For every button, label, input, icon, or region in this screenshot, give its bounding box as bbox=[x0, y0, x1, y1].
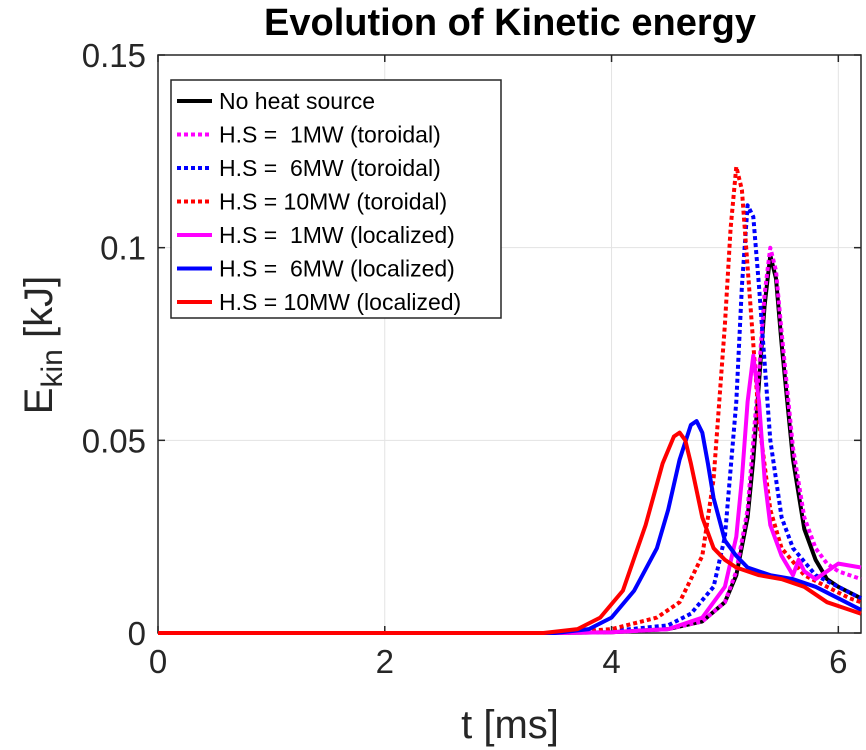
series-line-7 bbox=[158, 430, 862, 635]
x-tick-label: 2 bbox=[376, 643, 394, 680]
series-lines bbox=[158, 164, 862, 635]
legend-label-3: H.S = 6MW (toroidal) bbox=[219, 155, 441, 181]
legend-label-4: H.S = 10MW (toroidal) bbox=[219, 189, 447, 215]
y-axis-label: Ekin [kJ] bbox=[17, 276, 69, 414]
x-tick-label: 6 bbox=[829, 643, 847, 680]
series-line-4 bbox=[158, 164, 862, 635]
x-tick-labels: 0 2 4 6 bbox=[149, 643, 848, 680]
y-axis-label-unit: [kJ] bbox=[17, 276, 61, 349]
legend-label-5: H.S = 1MW (localized) bbox=[219, 222, 455, 248]
legend-label-6: H.S = 6MW (localized) bbox=[219, 256, 455, 282]
y-tick-labels: 0 0.05 0.1 0.15 bbox=[82, 37, 146, 652]
legend-label-2: H.S = 1MW (toroidal) bbox=[219, 122, 441, 148]
y-tick-label: 0.05 bbox=[82, 422, 146, 459]
legend-label-1: No heat source bbox=[219, 88, 375, 114]
x-tick-label: 4 bbox=[602, 643, 620, 680]
y-axis-label-subscript: kin bbox=[36, 349, 69, 387]
x-axis-label: t [ms] bbox=[461, 703, 559, 747]
legend-label-7: H.S = 10MW (localized) bbox=[219, 289, 461, 315]
legend: No heat source H.S = 1MW (toroidal) H.S = … bbox=[170, 79, 502, 319]
y-axis-label-main: E bbox=[17, 388, 61, 415]
series-line-5 bbox=[158, 353, 862, 635]
series-line-6 bbox=[158, 419, 862, 635]
chart-title: Evolution of Kinetic energy bbox=[264, 2, 756, 44]
x-tick-label: 0 bbox=[149, 643, 167, 680]
y-tick-label: 0.1 bbox=[100, 230, 146, 267]
y-tick-label: 0 bbox=[128, 615, 146, 652]
y-tick-label: 0.15 bbox=[82, 37, 146, 74]
legend-box bbox=[170, 79, 502, 319]
